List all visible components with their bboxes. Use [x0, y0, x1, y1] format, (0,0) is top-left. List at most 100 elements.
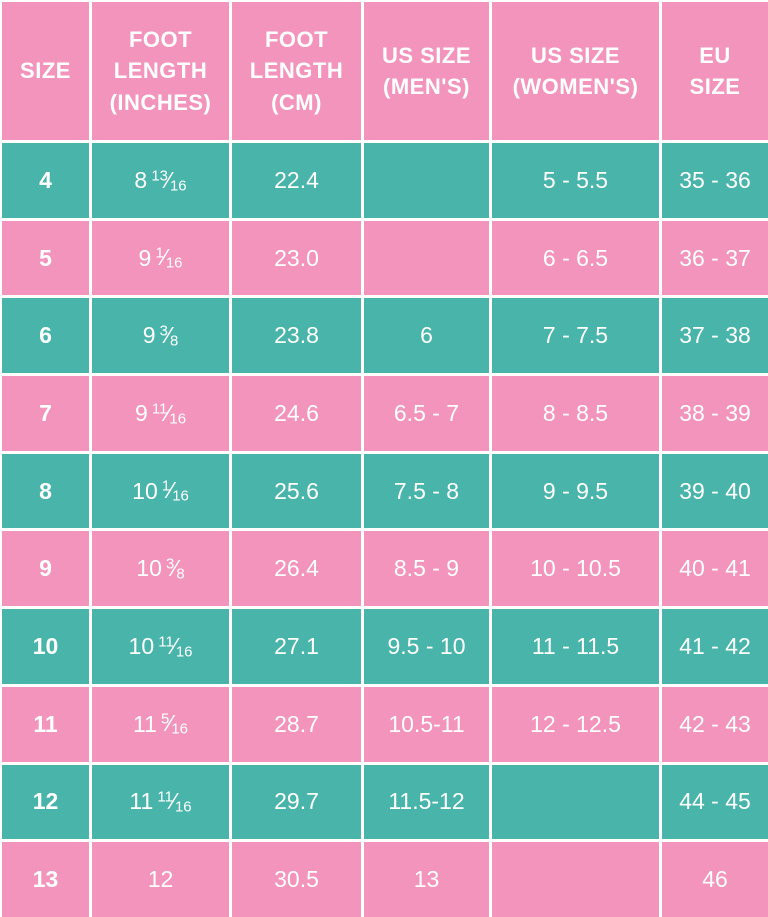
- header-line: (CM): [271, 89, 322, 115]
- table-cell-us-men: 6.5 - 7: [364, 376, 489, 451]
- column-header-size: SIZE: [2, 2, 89, 140]
- table-cell-eu: 39 - 40: [662, 453, 768, 529]
- table-cell-us-men: 10.5-11: [364, 686, 489, 762]
- inches-fraction: 3⁄8: [166, 555, 185, 583]
- table-cell-us-women: 6 - 6.5: [492, 220, 659, 296]
- table-cell-cm: 24.6: [232, 376, 361, 451]
- table-cell-size: 7: [2, 376, 89, 451]
- fraction-denominator: 16: [174, 798, 192, 816]
- table-cell-size: 11: [2, 686, 89, 762]
- table-cell-cm: 28.7: [232, 686, 361, 762]
- inches-fraction: 1⁄16: [162, 477, 189, 505]
- column-header-foot-length-cm: FOOT LENGTH (CM): [232, 2, 361, 140]
- table-cell-inches: 12⁄: [92, 842, 229, 917]
- table-cell-us-women: [492, 842, 659, 917]
- table-cell-inches: 11 11⁄16: [92, 764, 229, 840]
- fraction-numerator: 11: [158, 633, 174, 651]
- header-line: FOOT: [264, 27, 329, 53]
- inches-whole-number: 10: [132, 477, 158, 504]
- inches-whole-number: 10: [136, 555, 162, 582]
- header-line: (WOMEN'S): [512, 74, 639, 99]
- fraction-denominator: 16: [172, 487, 189, 505]
- table-cell-eu: 37 - 38: [662, 298, 768, 374]
- table-cell-us-men: 11.5-12: [364, 764, 489, 840]
- fraction-denominator: 16: [169, 410, 187, 428]
- table-cell-inches: 10 11⁄16: [92, 609, 229, 684]
- table-cell-us-men: 9.5 - 10: [364, 609, 489, 684]
- table-cell-size: 9: [2, 531, 89, 607]
- fraction-numerator: 11: [151, 400, 168, 418]
- table-cell-us-women: 10 - 10.5: [492, 531, 659, 607]
- header-line: FOOT: [128, 27, 193, 53]
- table-cell-inches: 10 3⁄8: [92, 531, 229, 607]
- table-cell-cm: 22.4: [232, 143, 361, 218]
- inches-fraction: 3⁄8: [160, 322, 179, 350]
- inches-whole-number: 11: [129, 788, 154, 815]
- table-cell-inches: 8 13⁄16: [92, 143, 229, 218]
- inches-fraction: 13⁄16: [151, 167, 186, 195]
- table-cell-eu: 35 - 36: [662, 143, 768, 218]
- fraction-slash: ⁄: [173, 555, 178, 582]
- fraction-denominator: 8: [169, 332, 179, 350]
- inches-whole-number: 9: [138, 244, 152, 271]
- table-cell-size: 8: [2, 453, 89, 529]
- table-cell-us-men: [364, 143, 489, 218]
- table-cell-eu: 46: [662, 842, 768, 917]
- table-cell-size: 6: [2, 298, 89, 374]
- header-line: LENGTH: [113, 58, 208, 84]
- table-cell-size: 5: [2, 220, 89, 296]
- fraction-slash: ⁄: [167, 321, 171, 348]
- table-cell-eu: 38 - 39: [662, 376, 768, 451]
- fraction-denominator: 16: [171, 721, 188, 738]
- header-line: (INCHES): [109, 89, 212, 115]
- fraction-denominator: 16: [175, 643, 193, 661]
- inches-whole-number: 9: [134, 399, 148, 426]
- table-cell-us-men: 7.5 - 8: [364, 453, 489, 529]
- table-cell-cm: 30.5: [232, 842, 361, 917]
- inches-whole-number: 11: [133, 710, 157, 737]
- fraction-numerator: 3: [166, 555, 175, 573]
- table-cell-us-men: 8.5 - 9: [364, 531, 489, 607]
- header-line: LENGTH: [249, 58, 344, 84]
- fraction-slash: ⁄: [167, 166, 171, 193]
- fraction-denominator: 8: [176, 565, 185, 583]
- fraction-slash: ⁄: [166, 399, 171, 426]
- inches-whole-number: 12: [147, 866, 174, 893]
- column-header-eu-size: EU SIZE: [662, 2, 768, 140]
- header-line: US SIZE: [530, 42, 621, 68]
- header-line: SIZE: [20, 58, 71, 84]
- table-cell-us-women: 8 - 8.5: [492, 376, 659, 451]
- table-cell-us-men: [364, 220, 489, 296]
- fraction-numerator: 1: [161, 478, 171, 496]
- fraction-numerator: 5: [161, 711, 170, 729]
- table-cell-cm: 29.7: [232, 764, 361, 840]
- header-line: (MEN'S): [383, 74, 470, 99]
- inches-whole-number: 10: [128, 633, 155, 660]
- table-cell-cm: 27.1: [232, 609, 361, 684]
- fraction-slash: ⁄: [162, 244, 167, 271]
- table-cell-size: 13: [2, 842, 89, 917]
- inches-fraction: 1⁄16: [155, 244, 182, 272]
- table-cell-inches: 9 11⁄16: [92, 376, 229, 451]
- table-cell-eu: 41 - 42: [662, 609, 768, 684]
- table-cell-inches: 11 5⁄16: [92, 686, 229, 762]
- column-header-us-size-mens: US SIZE (MEN'S): [364, 2, 489, 140]
- table-cell-eu: 40 - 41: [662, 531, 768, 607]
- inches-fraction: 5⁄16: [161, 710, 188, 738]
- header-line: SIZE: [689, 74, 741, 99]
- header-line: EU: [699, 42, 731, 68]
- inches-fraction: 11⁄16: [157, 788, 191, 816]
- table-cell-us-men: 6: [364, 298, 489, 374]
- fraction-numerator: 1: [155, 244, 164, 262]
- table-cell-inches: 9 3⁄8: [92, 298, 229, 374]
- fraction-denominator: 16: [169, 177, 187, 195]
- fraction-denominator: 16: [165, 254, 183, 272]
- table-cell-cm: 23.8: [232, 298, 361, 374]
- inches-fraction: 11⁄16: [158, 633, 192, 661]
- table-cell-size: 10: [2, 609, 89, 684]
- column-header-us-size-womens: US SIZE (WOMEN'S): [492, 2, 659, 140]
- table-cell-us-women: 9 - 9.5: [492, 453, 659, 529]
- table-cell-cm: 26.4: [232, 531, 361, 607]
- fraction-slash: ⁄: [168, 710, 173, 737]
